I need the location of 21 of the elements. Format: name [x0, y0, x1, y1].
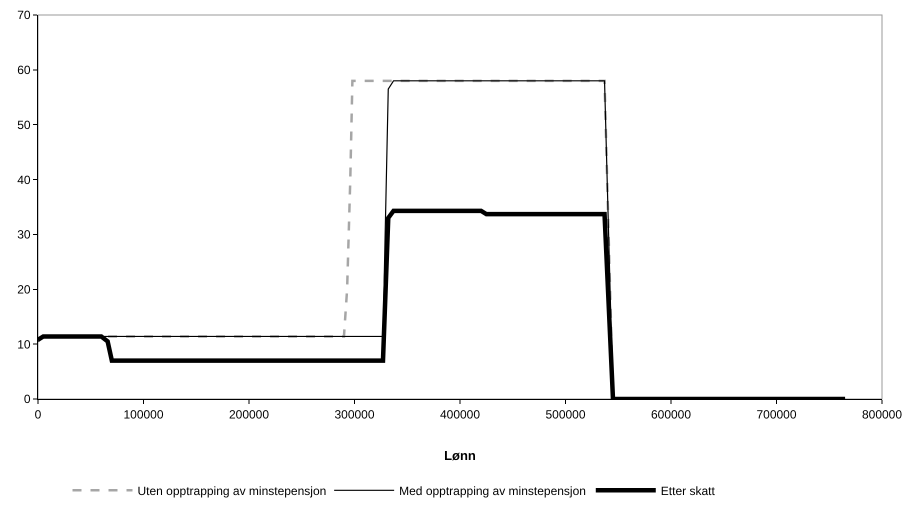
y-tick-label: 10	[17, 337, 31, 352]
x-tick-label: 100000	[123, 407, 164, 422]
x-tick-label: 0	[34, 407, 42, 422]
legend-label: Med opptrapping av minstepensjon	[399, 484, 586, 498]
y-tick-label: 20	[17, 282, 31, 296]
y-tick-label: 0	[24, 392, 31, 406]
y-tick-label: 70	[17, 8, 31, 22]
x-tick-label: 800000	[862, 407, 902, 422]
legend-label: Etter skatt	[660, 484, 716, 498]
y-tick-label: 40	[17, 172, 31, 187]
y-tick-label: 30	[17, 228, 31, 242]
x-tick-label: 400000	[440, 407, 480, 422]
x-tick-label: 300000	[334, 407, 375, 422]
y-tick-label: 60	[17, 63, 31, 78]
x-tick-label: 200000	[228, 407, 270, 422]
y-tick-label: 50	[17, 118, 31, 132]
legend-label: Uten opptrapping av minstepensjon	[138, 484, 326, 498]
x-axis-title: Lønn	[444, 448, 476, 463]
x-tick-label: 500000	[545, 407, 586, 422]
x-tick-label: 700000	[756, 407, 797, 422]
x-tick-label: 600000	[650, 407, 692, 422]
